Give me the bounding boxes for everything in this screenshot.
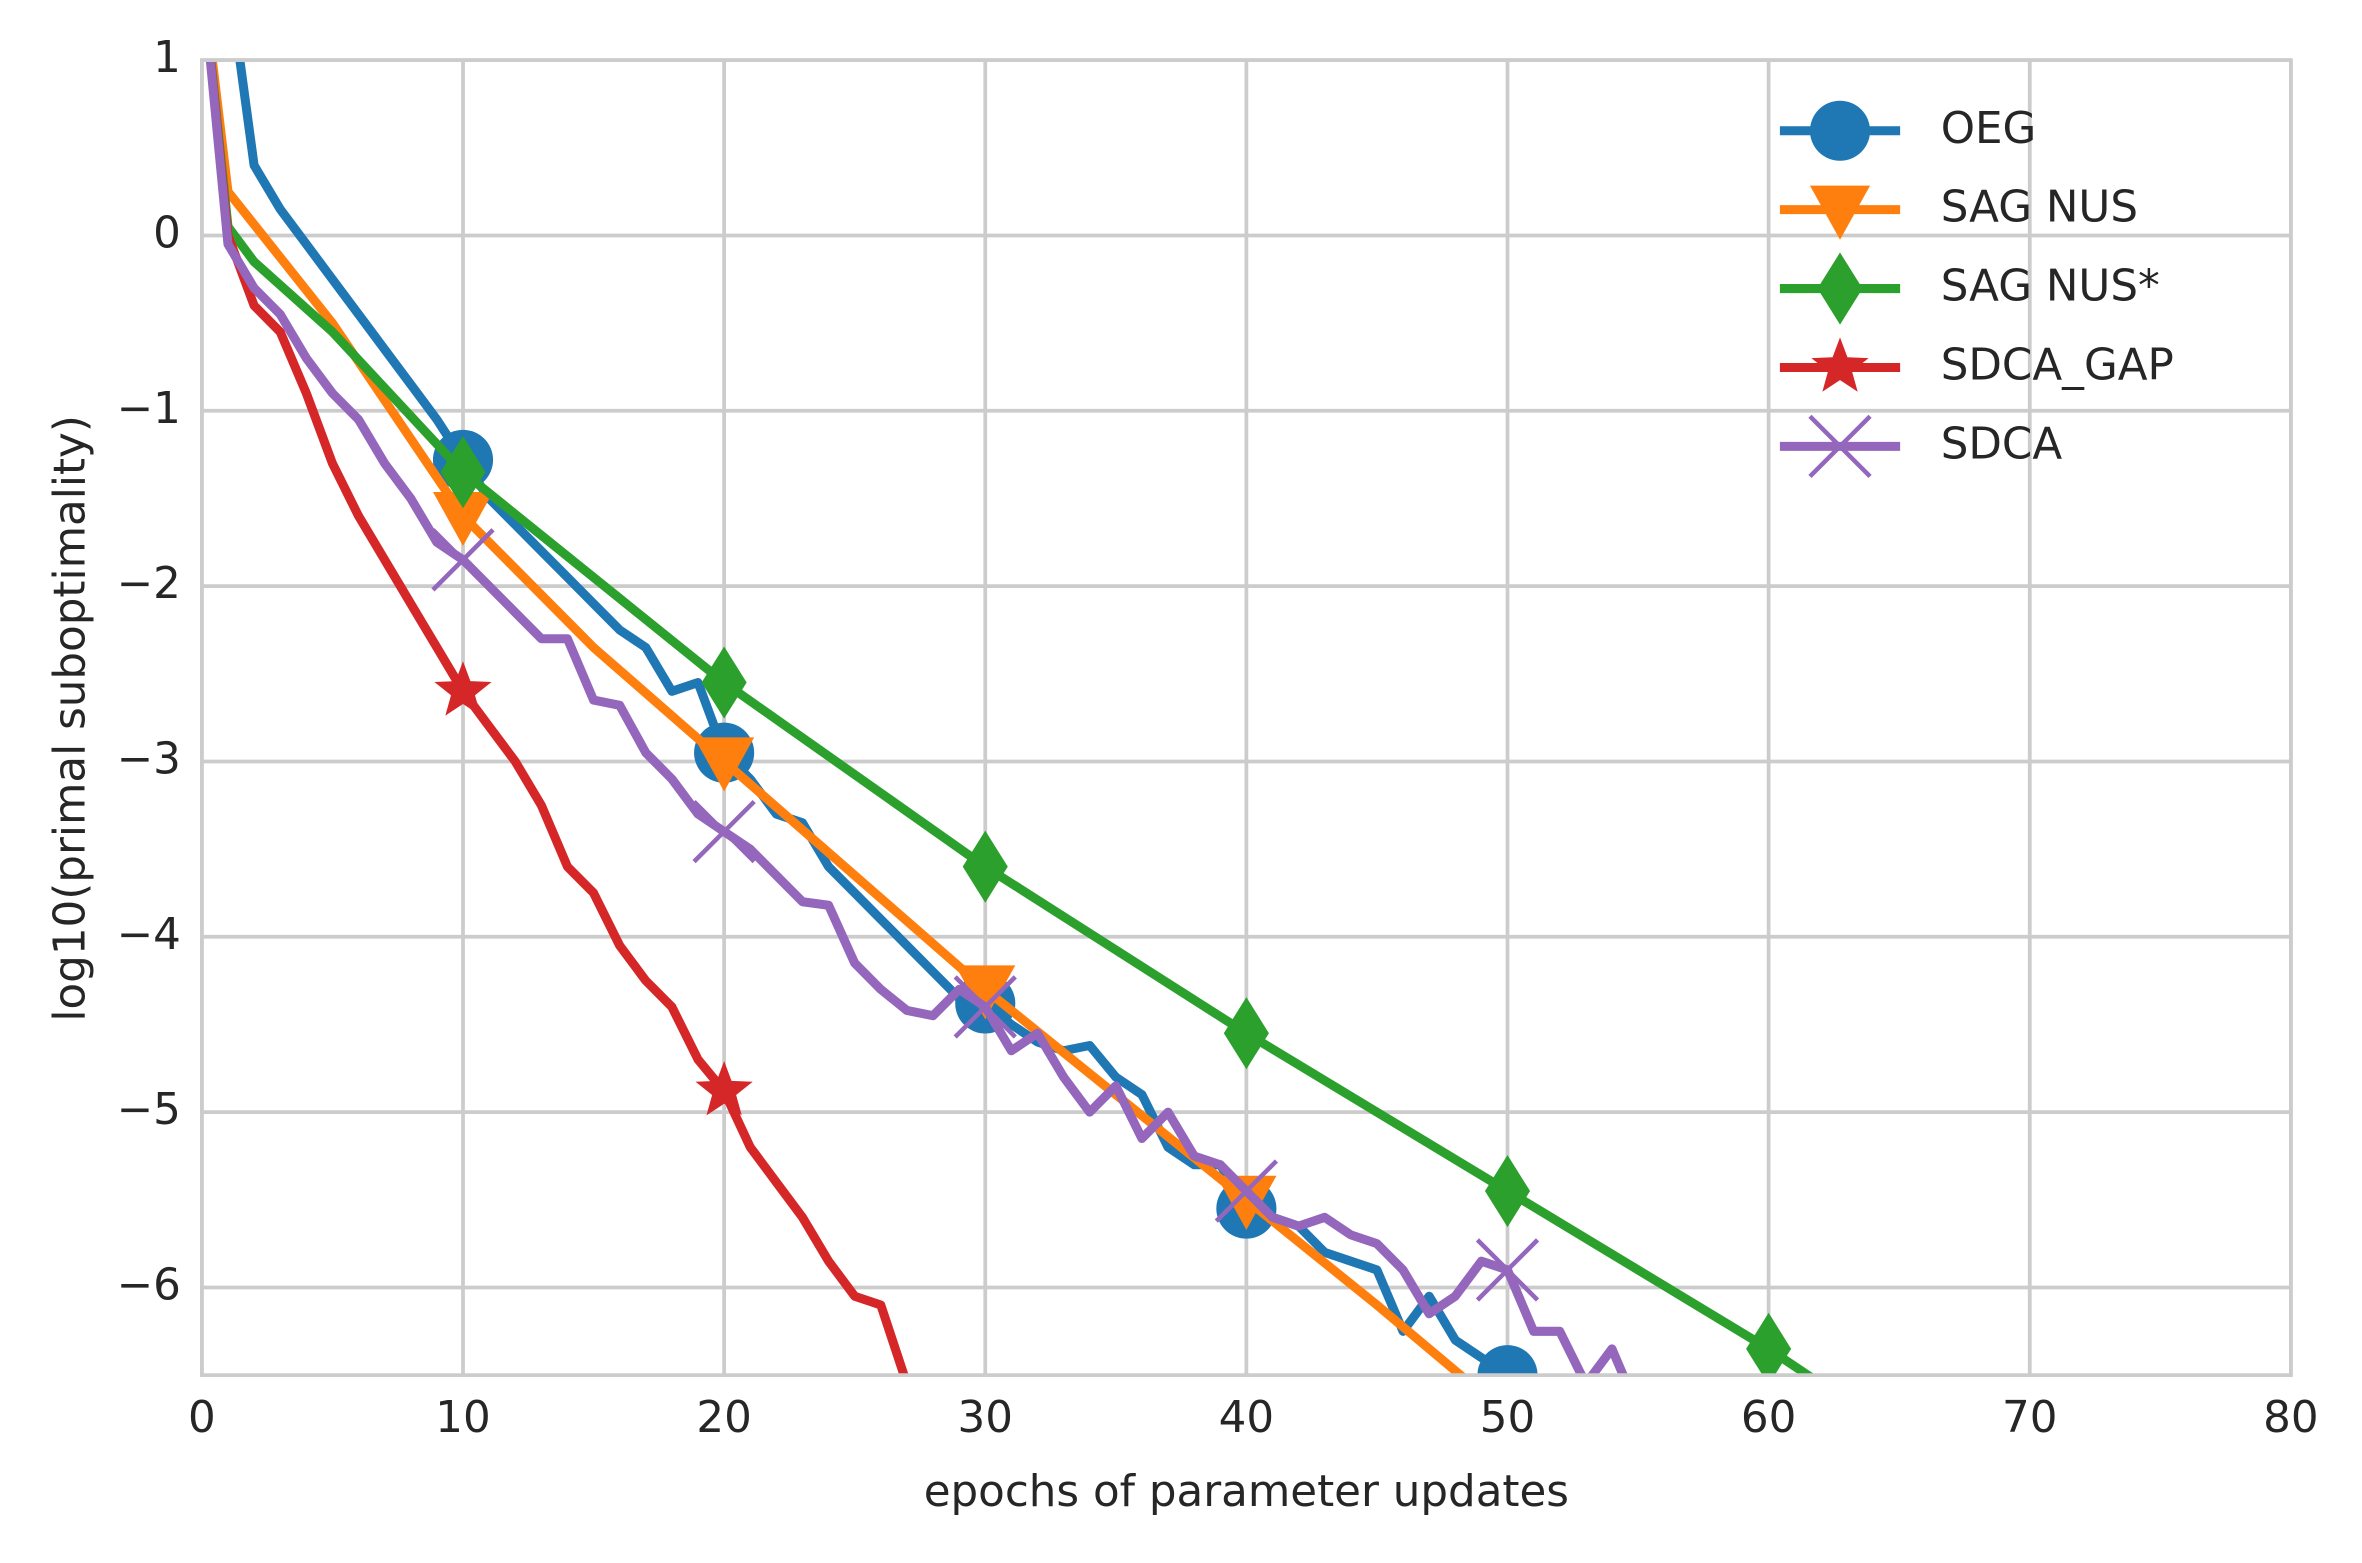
legend-label: SDCA_GAP — [1941, 340, 2174, 390]
y-tick-label: −1 — [117, 384, 181, 434]
legend-marker — [1808, 414, 1872, 479]
plot-frame — [199, 58, 2293, 1378]
y-tick-label: −5 — [117, 1085, 181, 1135]
x-axis-label: epochs of parameter updates — [924, 1467, 1569, 1517]
legend-marker — [1809, 100, 1871, 161]
marker — [432, 491, 494, 547]
y-tick-label: 1 — [153, 33, 181, 83]
marker — [440, 436, 486, 509]
legend: OEG SAG NUS SAG NUS* SDCA_GAP SDCA — [1779, 100, 2174, 479]
marker — [953, 975, 1017, 1039]
marker — [1477, 1345, 1538, 1376]
x-tick-label: 10 — [435, 1393, 490, 1443]
legend-marker — [1809, 185, 1871, 240]
marker — [692, 799, 756, 864]
x-tick-label: 70 — [2002, 1393, 2057, 1443]
x-tick-label: 40 — [1219, 1393, 1274, 1443]
y-tick-label: −3 — [117, 734, 181, 784]
marker — [1214, 1159, 1279, 1223]
legend-label: SAG NUS* — [1941, 262, 2160, 312]
series-line — [235, 60, 1514, 1376]
legend-marker — [1811, 337, 1869, 392]
x-tick-label: 60 — [1741, 1393, 1796, 1443]
background — [6, 0, 2356, 1563]
marker — [1746, 1312, 1792, 1376]
marker — [955, 965, 1016, 1020]
marker — [1475, 1238, 1540, 1302]
marker — [431, 528, 495, 592]
y-tick-label: −2 — [117, 559, 181, 609]
marker — [962, 830, 1008, 903]
legend-marker — [1817, 252, 1863, 325]
y-tick-label: −6 — [117, 1260, 181, 1310]
x-tick-label: 20 — [696, 1393, 751, 1443]
marker — [1223, 997, 1269, 1070]
plot-area — [205, 60, 1816, 1376]
x-tick-label: 50 — [1480, 1393, 1535, 1443]
legend-label: SAG NUS — [1941, 183, 2138, 233]
marker — [695, 1061, 753, 1116]
x-tick-label: 80 — [2263, 1393, 2318, 1443]
marker — [1216, 1175, 1277, 1230]
x-tick-label: 30 — [958, 1393, 1013, 1443]
series-line — [205, 60, 1629, 1376]
y-tick-label: 0 — [153, 208, 181, 258]
x-tick-label: 0 — [188, 1393, 216, 1443]
y-axis-label: log10(primal suboptimality) — [46, 415, 96, 1021]
marker — [434, 661, 492, 716]
series-line — [206, 60, 909, 1376]
y-tick-label: −4 — [117, 910, 181, 960]
marker — [694, 737, 755, 792]
legend-label: OEG — [1941, 104, 2037, 154]
legend-label: SDCA — [1941, 419, 2063, 469]
